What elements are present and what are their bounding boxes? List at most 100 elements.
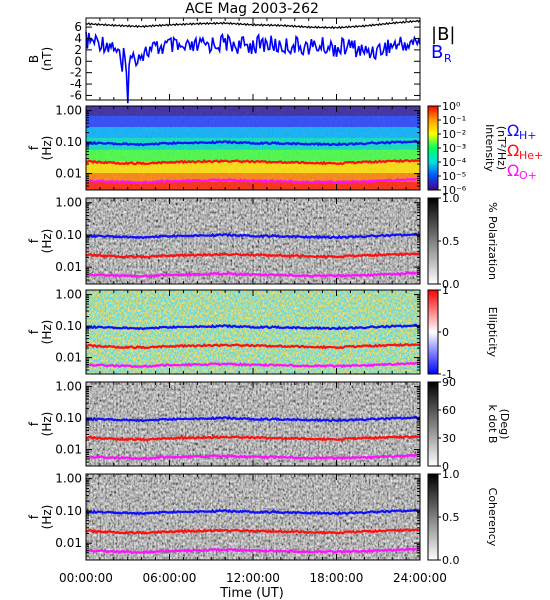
colorbar-tick-label: 0.5 (442, 511, 460, 524)
y-tick-label: 4 (74, 32, 82, 46)
colorbar-title-line: Coherency (486, 488, 499, 547)
plot-area (86, 18, 420, 100)
y-axis-title: f(Hz) (27, 412, 54, 437)
colorbar-tick-label: 0 (442, 460, 449, 473)
x-tick-label: 00:00:00 (59, 571, 113, 585)
gyrofrequency-he-plus-line (85, 158, 421, 166)
panel-6: 1.00 0.10 0.01f(Hz) 1.0 0.5 0.0 Coherency 00:00… (27, 468, 499, 585)
colorbar-tick-label: 10⁻³ (442, 142, 466, 155)
colorbar-title: Coherency (486, 488, 499, 547)
colorbar-tick-label: 0 (442, 326, 449, 339)
colorbar-title-line: Ellipticity (486, 307, 499, 358)
gyrofrequency-o-plus-line (85, 547, 421, 555)
x-axis-title: Time (UT) (219, 586, 284, 600)
x-tick-label: 06:00:00 (143, 571, 197, 585)
y-axis-title: f(Hz) (27, 229, 54, 254)
heatmap-texture (86, 198, 420, 284)
y-tick-label: -6 (70, 88, 82, 102)
y-tick-label: 0.10 (55, 504, 82, 518)
y-tick-label: 1.00 (55, 380, 82, 394)
y-tick-label: 0.01 (55, 260, 82, 274)
gyrofrequency-o-plus-line (85, 271, 421, 279)
colorbar-title: Ellipticity (486, 307, 499, 358)
colorbar-tick-label: 1.0 (442, 192, 460, 205)
colorbar-tick-label: 10⁰ (442, 100, 461, 113)
y-axis-title: f(Hz) (27, 136, 54, 161)
y-axis-title-line: (Hz) (40, 412, 54, 437)
colorbar-tick-label: 1 (442, 284, 449, 297)
colorbar-tick-label: -1 (442, 368, 453, 381)
gyrofrequency-h-plus-line (85, 139, 421, 147)
y-axis-title-line: B (27, 55, 41, 63)
colorbar (427, 197, 439, 285)
colorbar (427, 381, 439, 467)
y-tick-label: 0.10 (55, 135, 82, 149)
y-axis-title: f(Hz) (27, 320, 54, 345)
series-b-magnitude-line (85, 19, 421, 30)
panel-3: 1.000.100.01f(Hz)1.00.50.0% Polarization (27, 192, 499, 291)
y-tick-label: 0.01 (55, 536, 82, 550)
colorbar-title-line: k dot B (486, 405, 499, 444)
y-axis-title: f(Hz) (27, 505, 54, 530)
colorbar-tick-label: 10⁻⁶ (442, 184, 467, 197)
colorbar-title-line: (nT²/Hz) (495, 126, 508, 170)
y-axis-title-line: f (27, 329, 41, 334)
chart-title: ACE Mag 2003-262 (185, 1, 319, 17)
gyrofrequency-h-plus-line (85, 508, 421, 516)
gyrofrequency-h-plus-line (85, 415, 421, 423)
y-tick-label: 1.00 (55, 104, 82, 118)
x-tick-label: 18:00:00 (310, 571, 364, 585)
gyrofrequency-he-plus-line (85, 252, 421, 259)
y-axis-title-line: f (27, 145, 41, 150)
gyrofrequency-o-plus-line (85, 361, 421, 369)
gyrofrequency-h-plus-line (85, 323, 421, 331)
gyrofrequency-he-plus-line (85, 434, 421, 442)
colorbar-tick-label: 10⁻² (442, 128, 466, 141)
colorbar-title-line: Intensity (483, 124, 496, 172)
colorbar-tick-label: 10⁻⁴ (442, 156, 467, 169)
legend-b-r-subscript: R (444, 52, 452, 65)
y-axis-title-line: f (27, 421, 41, 426)
x-tick-label: 12:00:00 (226, 571, 280, 585)
heatmap-texture (86, 382, 420, 466)
heatmap-texture (86, 290, 420, 374)
colorbar-tick-label: 1.0 (442, 468, 460, 481)
y-tick-label: -2 (70, 66, 82, 80)
colorbar (427, 289, 439, 375)
y-tick-label: 0.01 (55, 351, 82, 365)
legend-omega-he-plus: Ω (507, 141, 519, 160)
colorbar-tick-label: 90 (442, 376, 456, 389)
y-tick-label: 0.01 (55, 167, 82, 181)
y-tick-label: 0.10 (55, 228, 82, 242)
y-tick-label: 1.00 (55, 288, 82, 302)
legend-b-magnitude: |B| (431, 24, 455, 45)
y-axis-title: B(nT) (27, 47, 54, 71)
panel-2: 1.00 0.10 0.01f(Hz) 10⁰10⁻¹10⁻²10⁻³10⁻⁴10⁻⁵… (27, 100, 543, 197)
colorbar-title-line: (Deg) (498, 409, 511, 440)
gyrofrequency-o-plus-line (85, 177, 421, 185)
colorbar-tick-label: 10⁻¹ (442, 114, 466, 127)
legend-omega-o-plus-subscript: O+ (519, 169, 537, 182)
y-tick-label: 0.10 (55, 319, 82, 333)
x-tick-label: 24:00:00 (393, 571, 447, 585)
gyrofrequency-he-plus-line (85, 528, 421, 535)
series-b-r-line (85, 31, 421, 104)
colorbar-title: Intensity(nT²/Hz) (483, 124, 508, 172)
heatmap-texture (86, 474, 420, 560)
y-axis-title-line: f (27, 514, 41, 519)
y-tick-label: 1.00 (55, 472, 82, 486)
colorbar-tick-label: 0.0 (442, 554, 460, 567)
colorbar-title: k dot B(Deg) (486, 405, 511, 444)
legend-omega-o-plus: Ω (507, 161, 519, 180)
colorbar-tick-label: 0.0 (442, 278, 460, 291)
heatmap-texture (86, 106, 420, 190)
y-axis-title-line: (Hz) (40, 229, 54, 254)
colorbar-tick-label: 10⁻⁵ (442, 170, 466, 183)
colorbar-title: % Polarization (486, 202, 499, 280)
y-axis-title-line: (Hz) (40, 320, 54, 345)
colorbar-tick-label: 0.5 (442, 235, 460, 248)
